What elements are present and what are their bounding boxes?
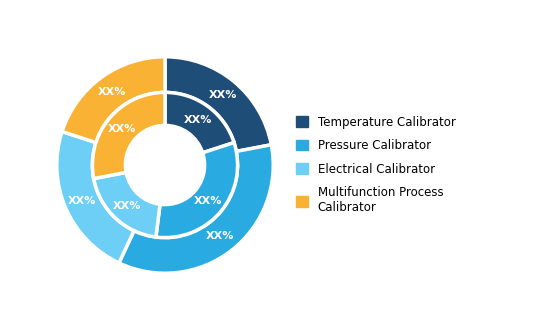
Text: XX%: XX%: [108, 124, 136, 134]
Wedge shape: [165, 92, 234, 153]
Text: XX%: XX%: [98, 87, 126, 97]
Wedge shape: [165, 57, 271, 151]
Wedge shape: [92, 92, 165, 179]
Wedge shape: [156, 143, 238, 238]
Text: XX%: XX%: [206, 231, 235, 242]
Legend: Temperature Calibrator, Pressure Calibrator, Electrical Calibrator, Multifunctio: Temperature Calibrator, Pressure Calibra…: [296, 115, 455, 214]
Wedge shape: [119, 145, 273, 273]
Wedge shape: [94, 172, 160, 237]
Text: XX%: XX%: [194, 196, 222, 206]
Wedge shape: [57, 132, 134, 263]
Wedge shape: [62, 57, 165, 143]
Text: XX%: XX%: [184, 115, 212, 125]
Text: XX%: XX%: [68, 196, 96, 206]
Text: XX%: XX%: [112, 201, 141, 211]
Text: XX%: XX%: [208, 90, 237, 100]
